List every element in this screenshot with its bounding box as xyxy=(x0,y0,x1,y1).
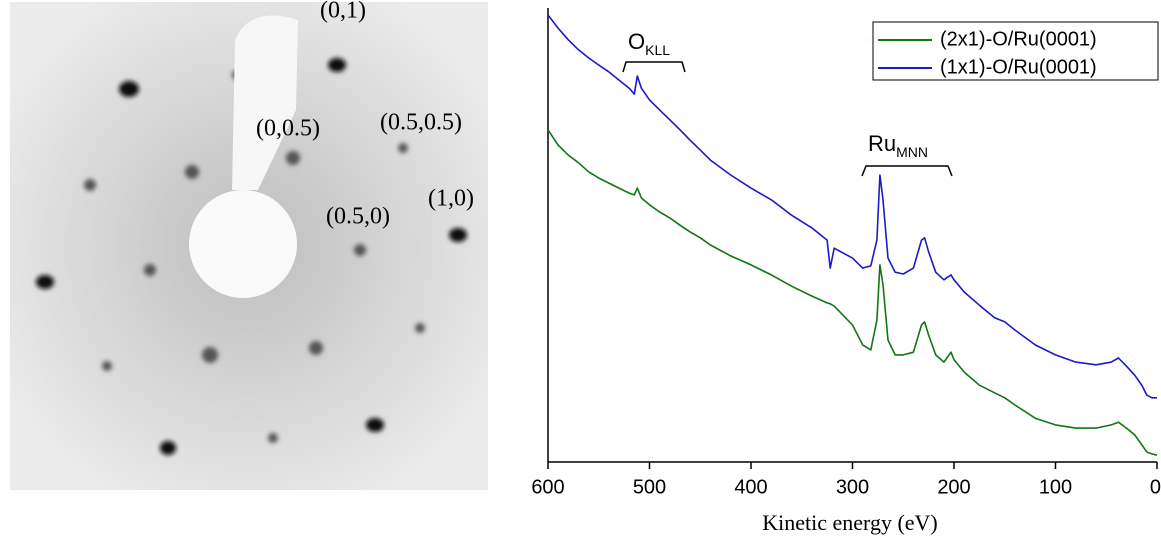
aes-chart: Kinetic energy (eV) OKLL RuMNN 600 500 400… xyxy=(531,8,1161,535)
leed-pattern: (0,1) (0,0.5) (0.5,0.5) (1,0) (0.5,0) xyxy=(10,0,488,490)
x-tick-label: 500 xyxy=(633,476,666,498)
x-tick-label: 600 xyxy=(531,476,564,498)
spot-label: (0.5,0.5) xyxy=(380,110,462,136)
x-tick-label: 300 xyxy=(836,476,869,498)
annotation: RuMNN xyxy=(868,131,928,160)
x-tick-label: 100 xyxy=(1039,476,1072,498)
spot-label: (1,0) xyxy=(428,186,474,212)
x-tick-label: 200 xyxy=(937,476,970,498)
legend-box xyxy=(872,21,1159,81)
legend-label: (2x1)-O/Ru(0001) xyxy=(940,28,1097,50)
spot-label: (0.5,0) xyxy=(326,204,390,230)
spectrum-line xyxy=(547,129,1158,456)
annotation: OKLL xyxy=(628,29,670,58)
bracket xyxy=(622,61,686,73)
beam-stop-disk xyxy=(189,190,297,298)
spectrum-line xyxy=(547,14,1157,399)
x-tick-label: 0 xyxy=(1150,476,1161,498)
bracket xyxy=(861,165,953,177)
x-axis-label: Kinetic energy (eV) xyxy=(762,510,938,535)
beam-stop xyxy=(232,15,298,190)
legend-label: (1x1)-O/Ru(0001) xyxy=(940,56,1097,78)
spot-label: (0,1) xyxy=(320,0,366,24)
spot-label: (0,0.5) xyxy=(256,116,320,142)
x-tick-label: 400 xyxy=(734,476,767,498)
